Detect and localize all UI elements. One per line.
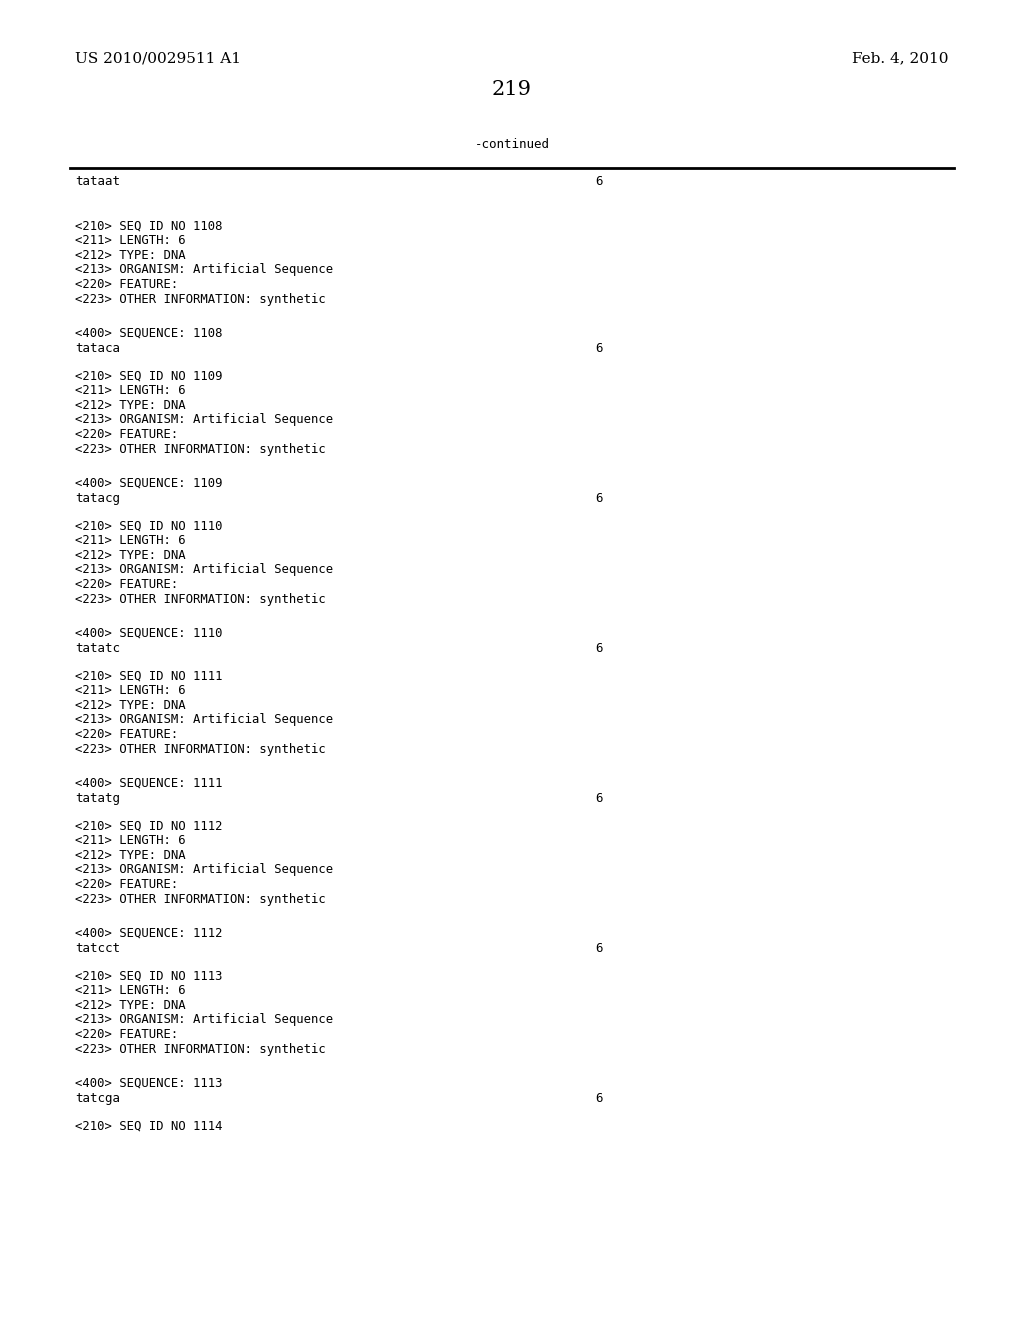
Text: <210> SEQ ID NO 1111: <210> SEQ ID NO 1111 xyxy=(75,671,222,682)
Text: <220> FEATURE:: <220> FEATURE: xyxy=(75,279,178,290)
Text: <220> FEATURE:: <220> FEATURE: xyxy=(75,878,178,891)
Text: <400> SEQUENCE: 1108: <400> SEQUENCE: 1108 xyxy=(75,327,222,341)
Text: <212> TYPE: DNA: <212> TYPE: DNA xyxy=(75,249,185,261)
Text: <400> SEQUENCE: 1112: <400> SEQUENCE: 1112 xyxy=(75,927,222,940)
Text: <220> FEATURE:: <220> FEATURE: xyxy=(75,428,178,441)
Text: <223> OTHER INFORMATION: synthetic: <223> OTHER INFORMATION: synthetic xyxy=(75,442,326,455)
Text: 6: 6 xyxy=(595,792,602,805)
Text: <220> FEATURE:: <220> FEATURE: xyxy=(75,1028,178,1041)
Text: tataat: tataat xyxy=(75,176,120,187)
Text: <212> TYPE: DNA: <212> TYPE: DNA xyxy=(75,849,185,862)
Text: 6: 6 xyxy=(595,342,602,355)
Text: <210> SEQ ID NO 1114: <210> SEQ ID NO 1114 xyxy=(75,1119,222,1133)
Text: 219: 219 xyxy=(492,81,532,99)
Text: 6: 6 xyxy=(595,492,602,506)
Text: tataca: tataca xyxy=(75,342,120,355)
Text: Feb. 4, 2010: Feb. 4, 2010 xyxy=(853,51,949,65)
Text: <213> ORGANISM: Artificial Sequence: <213> ORGANISM: Artificial Sequence xyxy=(75,714,333,726)
Text: <213> ORGANISM: Artificial Sequence: <213> ORGANISM: Artificial Sequence xyxy=(75,1014,333,1027)
Text: <400> SEQUENCE: 1111: <400> SEQUENCE: 1111 xyxy=(75,777,222,789)
Text: tatcga: tatcga xyxy=(75,1092,120,1105)
Text: <213> ORGANISM: Artificial Sequence: <213> ORGANISM: Artificial Sequence xyxy=(75,564,333,577)
Text: <210> SEQ ID NO 1108: <210> SEQ ID NO 1108 xyxy=(75,220,222,234)
Text: <400> SEQUENCE: 1109: <400> SEQUENCE: 1109 xyxy=(75,477,222,490)
Text: 6: 6 xyxy=(595,942,602,954)
Text: <211> LENGTH: 6: <211> LENGTH: 6 xyxy=(75,235,185,248)
Text: tatatc: tatatc xyxy=(75,642,120,655)
Text: <223> OTHER INFORMATION: synthetic: <223> OTHER INFORMATION: synthetic xyxy=(75,742,326,755)
Text: <211> LENGTH: 6: <211> LENGTH: 6 xyxy=(75,685,185,697)
Text: <223> OTHER INFORMATION: synthetic: <223> OTHER INFORMATION: synthetic xyxy=(75,1043,326,1056)
Text: <212> TYPE: DNA: <212> TYPE: DNA xyxy=(75,700,185,711)
Text: -continued: -continued xyxy=(474,139,550,150)
Text: <400> SEQUENCE: 1113: <400> SEQUENCE: 1113 xyxy=(75,1077,222,1090)
Text: <210> SEQ ID NO 1112: <210> SEQ ID NO 1112 xyxy=(75,820,222,833)
Text: 6: 6 xyxy=(595,176,602,187)
Text: <223> OTHER INFORMATION: synthetic: <223> OTHER INFORMATION: synthetic xyxy=(75,593,326,606)
Text: 6: 6 xyxy=(595,642,602,655)
Text: <223> OTHER INFORMATION: synthetic: <223> OTHER INFORMATION: synthetic xyxy=(75,892,326,906)
Text: <220> FEATURE:: <220> FEATURE: xyxy=(75,578,178,591)
Text: <213> ORGANISM: Artificial Sequence: <213> ORGANISM: Artificial Sequence xyxy=(75,264,333,276)
Text: 6: 6 xyxy=(595,1092,602,1105)
Text: <220> FEATURE:: <220> FEATURE: xyxy=(75,729,178,741)
Text: <213> ORGANISM: Artificial Sequence: <213> ORGANISM: Artificial Sequence xyxy=(75,413,333,426)
Text: <210> SEQ ID NO 1110: <210> SEQ ID NO 1110 xyxy=(75,520,222,533)
Text: <211> LENGTH: 6: <211> LENGTH: 6 xyxy=(75,834,185,847)
Text: tatcct: tatcct xyxy=(75,942,120,954)
Text: <210> SEQ ID NO 1113: <210> SEQ ID NO 1113 xyxy=(75,970,222,983)
Text: <211> LENGTH: 6: <211> LENGTH: 6 xyxy=(75,535,185,548)
Text: <210> SEQ ID NO 1109: <210> SEQ ID NO 1109 xyxy=(75,370,222,383)
Text: <400> SEQUENCE: 1110: <400> SEQUENCE: 1110 xyxy=(75,627,222,640)
Text: <212> TYPE: DNA: <212> TYPE: DNA xyxy=(75,549,185,562)
Text: tatatg: tatatg xyxy=(75,792,120,805)
Text: <212> TYPE: DNA: <212> TYPE: DNA xyxy=(75,399,185,412)
Text: <211> LENGTH: 6: <211> LENGTH: 6 xyxy=(75,384,185,397)
Text: tatacg: tatacg xyxy=(75,492,120,506)
Text: <211> LENGTH: 6: <211> LENGTH: 6 xyxy=(75,985,185,998)
Text: US 2010/0029511 A1: US 2010/0029511 A1 xyxy=(75,51,241,65)
Text: <213> ORGANISM: Artificial Sequence: <213> ORGANISM: Artificial Sequence xyxy=(75,863,333,876)
Text: <223> OTHER INFORMATION: synthetic: <223> OTHER INFORMATION: synthetic xyxy=(75,293,326,305)
Text: <212> TYPE: DNA: <212> TYPE: DNA xyxy=(75,999,185,1012)
